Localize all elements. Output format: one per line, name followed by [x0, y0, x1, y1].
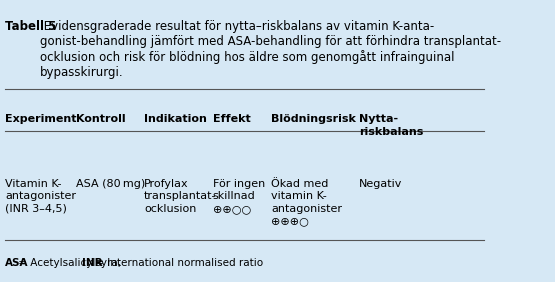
Text: = International normalised ratio: = International normalised ratio	[93, 259, 264, 268]
Text: Ökad med
vitamin K-
antagonister
⊕⊕⊕○: Ökad med vitamin K- antagonister ⊕⊕⊕○	[271, 179, 342, 226]
Text: Tabell 5: Tabell 5	[5, 20, 56, 33]
Text: Blödningsrisk: Blödningsrisk	[271, 114, 356, 124]
Text: Effekt: Effekt	[213, 114, 250, 124]
Text: Negativ: Negativ	[359, 179, 402, 189]
Text: För ingen
skillnad
⊕⊕○○: För ingen skillnad ⊕⊕○○	[213, 179, 265, 214]
Text: Vitamin K-
antagonister
(INR 3–4,5): Vitamin K- antagonister (INR 3–4,5)	[5, 179, 76, 214]
Text: Evidensgraderade resultat för nytta–riskbalans av vitamin K-anta-
gonist-behandl: Evidensgraderade resultat för nytta–risk…	[40, 20, 501, 79]
Text: Profylax
transplantat-
ocklusion: Profylax transplantat- ocklusion	[144, 179, 216, 214]
Text: ASA: ASA	[5, 259, 28, 268]
Text: ASA (80 mg): ASA (80 mg)	[75, 179, 145, 189]
Text: Nytta-
riskbalans: Nytta- riskbalans	[359, 114, 423, 136]
Text: Experiment: Experiment	[5, 114, 77, 124]
Text: Kontroll: Kontroll	[75, 114, 125, 124]
Text: INR: INR	[82, 259, 103, 268]
Text: = Acetylsalicylsyra;: = Acetylsalicylsyra;	[16, 259, 125, 268]
Text: Indikation: Indikation	[144, 114, 207, 124]
